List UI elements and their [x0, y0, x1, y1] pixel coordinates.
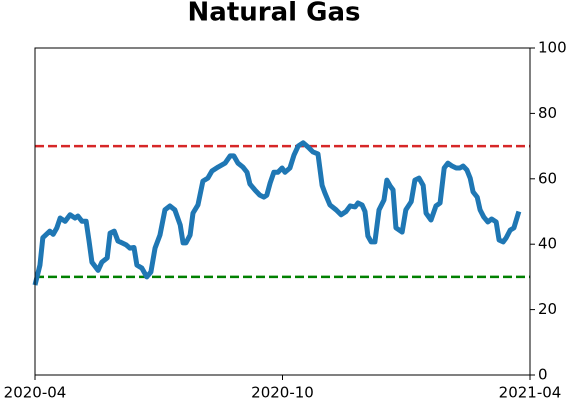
x-tick-label: 2021-04 [499, 384, 562, 402]
y-tick-label: 0 [538, 366, 548, 384]
y-tick-label: 40 [538, 235, 557, 253]
x-tick-label: 2020-04 [4, 384, 67, 402]
data-line [32, 140, 522, 286]
y-tick-label: 100 [538, 39, 567, 57]
y-tick-label: 60 [538, 169, 557, 187]
y-tick-label: 80 [538, 104, 557, 122]
plot-frame [34, 47, 531, 376]
x-tick-label: 2020-10 [251, 384, 314, 402]
chart-title: Natural Gas [188, 0, 361, 28]
y-tick-label: 20 [538, 300, 557, 318]
